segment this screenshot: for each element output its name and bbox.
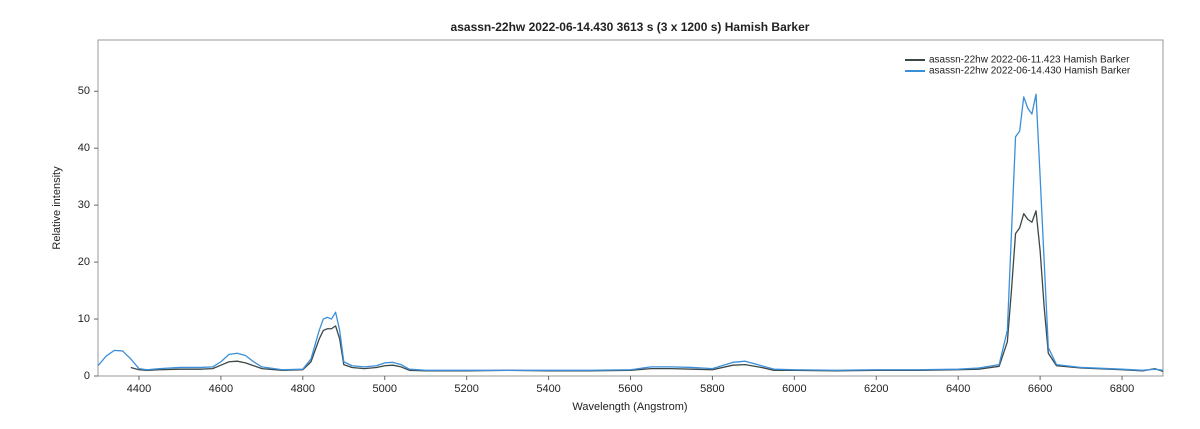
y-axis-label: Relative intensity <box>51 166 63 250</box>
x-axis-label: Wavelength (Angstrom) <box>572 401 687 413</box>
x-tick-label: 5400 <box>536 383 560 395</box>
x-tick-label: 5200 <box>454 383 478 395</box>
x-tick-label: 6200 <box>864 383 888 395</box>
legend-label: asassn-22hw 2022-06-11.423 Hamish Barker <box>929 55 1130 66</box>
x-tick-label: 5800 <box>700 383 724 395</box>
x-tick-label: 4800 <box>291 383 315 395</box>
x-tick-label: 6800 <box>1110 383 1134 395</box>
x-tick-label: 6000 <box>782 383 806 395</box>
y-tick-label: 40 <box>78 142 90 154</box>
x-tick-label: 5000 <box>372 383 396 395</box>
series-line <box>97 93 1164 371</box>
y-tick-label: 50 <box>78 85 90 97</box>
y-tick-label: 10 <box>78 313 90 325</box>
x-tick-label: 4400 <box>127 383 151 395</box>
y-tick-label: 0 <box>84 370 90 382</box>
y-tick-label: 20 <box>78 256 90 268</box>
y-tick-label: 30 <box>78 199 90 211</box>
x-tick-label: 4600 <box>209 383 233 395</box>
legend-label: asassn-22hw 2022-06-14.430 Hamish Barker <box>929 66 1131 77</box>
x-tick-label: 5600 <box>618 383 642 395</box>
x-tick-label: 6400 <box>946 383 970 395</box>
x-tick-label: 6600 <box>1028 383 1052 395</box>
chart-title: asassn-22hw 2022-06-14.430 3613 s (3 x 1… <box>451 20 810 34</box>
